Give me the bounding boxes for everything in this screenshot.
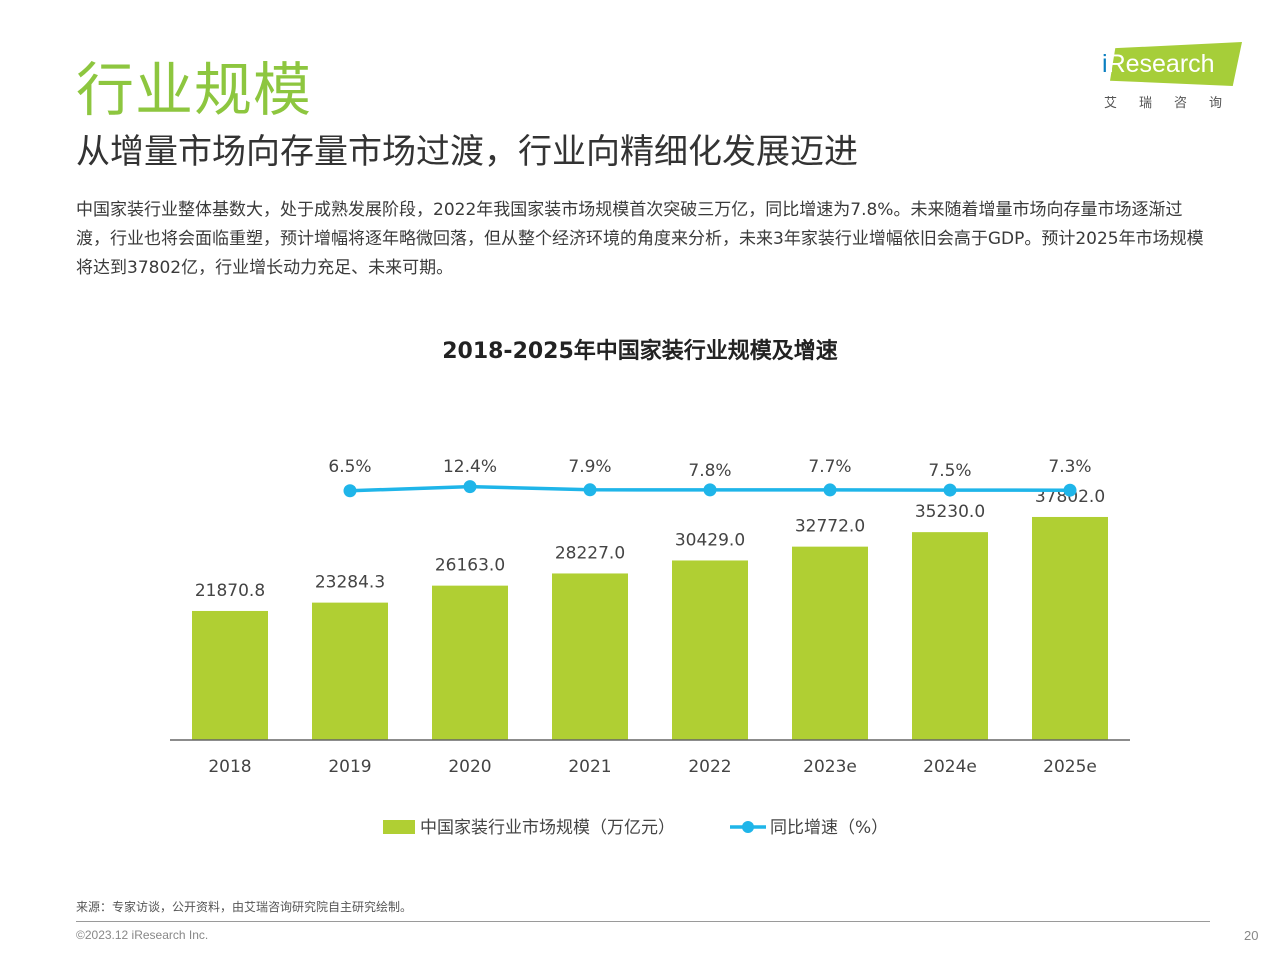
bar-label-2018: 21870.8: [195, 581, 265, 601]
growth-label-2025e: 7.3%: [1048, 457, 1091, 477]
chart-title: 2018-2025年中国家装行业规模及增速: [442, 339, 838, 364]
x-tick-2021: 2021: [568, 757, 611, 777]
copyright: ©2023.12 iResearch Inc.: [76, 928, 209, 942]
logo-banner: [1110, 42, 1242, 86]
bar-2019: [312, 602, 388, 740]
growth-label-2021: 7.9%: [568, 457, 611, 477]
growth-point-2022: [703, 483, 717, 497]
legend-swatch-dot: [742, 821, 754, 833]
bar-2022: [672, 560, 748, 740]
footer-divider: [76, 921, 1210, 922]
bar-label-2020: 26163.0: [435, 556, 505, 576]
x-tick-2018: 2018: [208, 757, 251, 777]
legend-swatch-bar: [383, 820, 415, 834]
growth-label-2020: 12.4%: [443, 457, 497, 477]
bar-label-2022: 30429.0: [675, 530, 745, 550]
bar-2024e: [912, 532, 988, 740]
bar-2018: [192, 610, 268, 740]
bar-2021: [552, 573, 628, 740]
x-tick-2023e: 2023e: [803, 757, 857, 777]
bar-label-2021: 28227.0: [555, 543, 625, 563]
x-tick-2019: 2019: [328, 757, 371, 777]
growth-point-2021: [583, 483, 597, 497]
x-tick-2022: 2022: [688, 757, 731, 777]
bar-label-2023e: 32772.0: [795, 517, 865, 537]
page-subtitle: 从增量市场向存量市场过渡，行业向精细化发展迈进: [76, 132, 858, 172]
logo-wordmark: iResearch: [1102, 48, 1242, 80]
growth-point-2020: [463, 480, 477, 494]
x-tick-2024e: 2024e: [923, 757, 977, 777]
chart: 21870.8 23284.3 26163.0 28227.0 30429.0 32772…: [170, 457, 1130, 838]
growth-point-2019: [343, 484, 357, 498]
page-number: 20: [1244, 928, 1259, 943]
growth-label-2024e: 7.5%: [928, 461, 971, 481]
source-note: 来源：专家访谈，公开资料，由艾瑞咨询研究院自主研究绘制。: [76, 900, 413, 914]
page-title: 行业规模: [76, 56, 313, 124]
growth-label-2023e: 7.7%: [808, 457, 851, 477]
bar-2023e: [792, 546, 868, 740]
logo-i: i: [1102, 50, 1108, 78]
x-tick-2025e: 2025e: [1043, 757, 1097, 777]
growth-point-2024e: [943, 483, 957, 497]
logo-chinese: 艾瑞咨询: [1104, 96, 1245, 111]
growth-label-2022: 7.8%: [688, 461, 731, 481]
bar-label-2019: 23284.3: [315, 573, 385, 593]
x-tick-2020: 2020: [448, 757, 491, 777]
legend-label-bar: 中国家装行业市场规模（万亿元）: [420, 818, 675, 838]
intro-paragraph: 中国家装行业整体基数大，处于成熟发展阶段，2022年我国家装市场规模首次突破三万…: [76, 200, 1204, 278]
logo-research: Research: [1107, 50, 1215, 78]
growth-point-2023e: [823, 483, 837, 497]
growth-label-2019: 6.5%: [328, 457, 371, 477]
bar-label-2024e: 35230.0: [915, 502, 985, 522]
bar-2020: [432, 585, 508, 740]
legend-label-line: 同比增速（%）: [770, 818, 888, 838]
bar-label-2025e: 37802.0: [1035, 487, 1105, 507]
growth-point-2025e: [1063, 483, 1077, 497]
bar-2025e: [1032, 516, 1108, 740]
iresearch-logo: iResearch 艾瑞咨询: [1098, 42, 1248, 112]
